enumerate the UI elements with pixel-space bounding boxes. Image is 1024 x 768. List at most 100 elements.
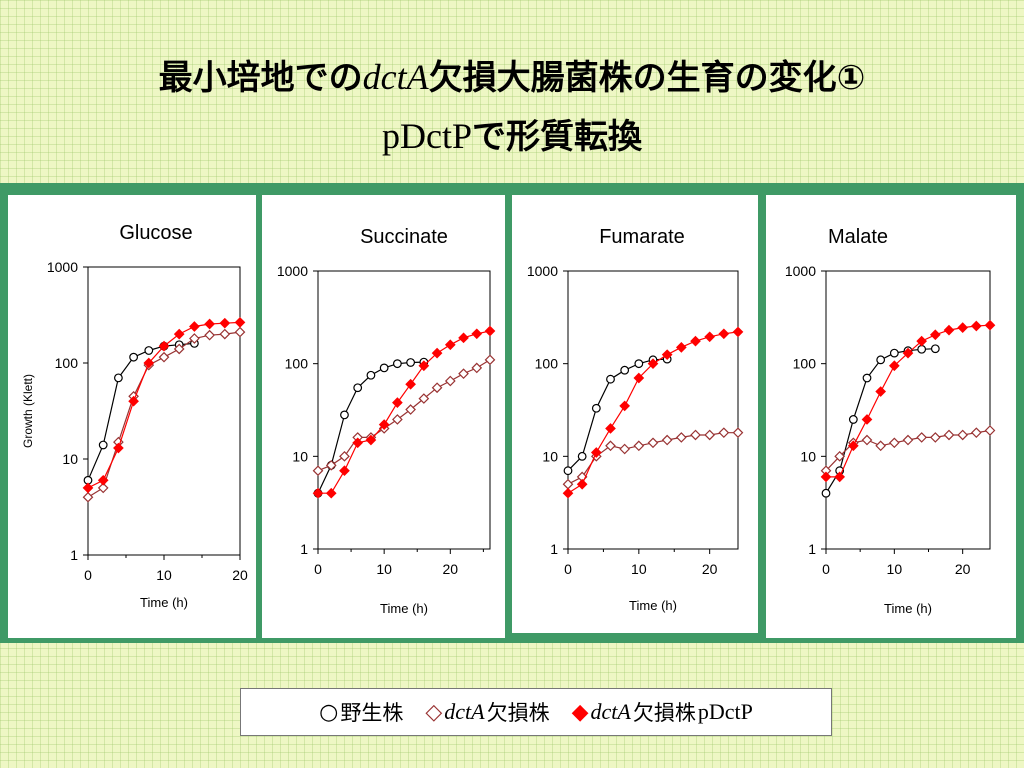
chart-title: Succinate	[360, 226, 448, 248]
data-point-mut	[675, 432, 687, 443]
data-point-mut	[173, 343, 185, 355]
y-axis-label: Growth (Klett)	[21, 374, 35, 448]
legend-item-complemented: ◆ dctA 欠損株 pDctP	[572, 697, 753, 727]
chart-fumarate: Fumarate 1 10 100 1000 0 10 20 Time (h)	[527, 226, 744, 613]
data-point-mut	[619, 443, 631, 455]
chart-panel-succinate: Succinate 1 10 100 1000 0 10 20 Time (h)	[262, 195, 505, 638]
data-point-mut	[484, 354, 496, 366]
data-point-mut	[690, 429, 701, 441]
data-point-comp	[732, 326, 744, 338]
data-point-mut	[458, 368, 469, 380]
chart-title: Glucose	[119, 222, 192, 244]
data-point-comp	[189, 321, 200, 332]
data-point-comp	[392, 397, 403, 408]
open-diamond-icon: ◇	[425, 699, 443, 725]
data-point-wt	[563, 466, 573, 476]
plot-area	[825, 270, 991, 550]
data-point-comp	[633, 372, 645, 384]
y-tick-label: 100	[535, 356, 559, 372]
data-point-comp	[875, 386, 887, 397]
title-text-3: で形質転換	[472, 117, 642, 157]
x-axis-label: Time (h)	[380, 601, 428, 616]
x-tick-label: 20	[232, 567, 248, 583]
data-point-comp	[234, 317, 246, 328]
data-point-comp	[970, 320, 982, 332]
y-tick-label: 1000	[277, 263, 308, 279]
open-circle-icon: ○	[319, 699, 339, 725]
data-point-wt	[620, 365, 630, 375]
data-point-mut	[312, 465, 324, 477]
data-point-comp	[590, 447, 602, 458]
legend-label-wild-type: 野生株	[340, 701, 404, 725]
x-tick-label: 10	[631, 561, 647, 577]
data-point-comp	[718, 328, 730, 340]
y-tick-label: 1000	[47, 259, 78, 275]
data-point-mut	[633, 440, 645, 452]
data-point-comp	[888, 360, 900, 372]
data-point-mut	[970, 427, 982, 439]
data-point-comp	[484, 325, 496, 337]
data-point-wt	[591, 403, 601, 413]
data-point-comp	[834, 471, 846, 483]
x-tick-label: 10	[887, 561, 903, 577]
data-point-comp	[97, 474, 109, 486]
data-point-mut	[392, 414, 403, 425]
data-point-comp	[219, 317, 231, 329]
y-tick-label: 10	[542, 448, 558, 464]
data-point-comp	[312, 487, 324, 499]
y-tick-label: 100	[55, 355, 79, 371]
legend-plasmid-complemented: pDctP	[697, 699, 753, 724]
x-tick-label: 10	[376, 561, 392, 577]
data-point-mut	[861, 434, 873, 446]
data-point-comp	[128, 395, 139, 407]
title-gene-name: dctA	[362, 57, 429, 97]
data-point-wt	[606, 374, 615, 384]
y-tick-label: 10	[62, 451, 78, 467]
data-point-comp	[902, 347, 914, 359]
chart-panel-glucose: Glucose 1 10 100 1000 0 10 20 Time (h) Growth (Kl…	[8, 195, 256, 638]
data-point-mut	[875, 440, 887, 452]
title-plasmid-name: pDctP	[382, 116, 472, 156]
data-point-comp	[847, 440, 859, 452]
x-tick-label: 20	[702, 561, 718, 577]
data-point-wt	[930, 344, 940, 354]
chart-title: Malate	[828, 226, 888, 248]
data-point-comp	[444, 339, 456, 351]
x-tick-label: 0	[84, 567, 92, 583]
legend-item-mutant: ◇ dctA 欠損株	[425, 697, 549, 727]
data-point-mut	[718, 427, 730, 439]
data-point-comp	[576, 478, 588, 490]
data-point-mut	[984, 425, 996, 436]
data-point-wt	[848, 415, 858, 424]
x-tick-label: 20	[443, 561, 459, 577]
title-text-1: 最小培地での	[158, 58, 363, 98]
data-point-comp	[619, 400, 631, 412]
data-point-wt	[577, 451, 587, 461]
data-point-comp	[158, 340, 170, 352]
data-point-wt	[862, 373, 872, 383]
x-tick-label: 20	[955, 561, 971, 577]
data-point-mut	[158, 351, 170, 363]
data-point-comp	[352, 437, 364, 449]
data-point-mut	[902, 434, 914, 446]
plot-area	[317, 270, 491, 550]
data-point-wt	[98, 440, 108, 450]
plot-area	[567, 270, 739, 550]
data-point-comp	[929, 329, 941, 341]
data-point-comp	[562, 487, 574, 499]
data-point-wt	[340, 410, 349, 420]
data-point-mut	[418, 393, 430, 404]
y-tick-label: 100	[793, 356, 817, 372]
data-point-mut	[929, 432, 941, 443]
data-point-mut	[339, 450, 350, 462]
data-point-mut	[97, 482, 109, 494]
data-point-mut	[605, 440, 616, 452]
data-point-comp	[173, 328, 185, 340]
data-point-mut	[888, 437, 900, 449]
data-point-mut	[704, 429, 716, 441]
data-point-mut	[219, 328, 231, 340]
x-tick-label: 0	[822, 561, 830, 577]
legend-item-wild-type: ○ 野生株	[319, 697, 403, 727]
x-axis-label: Time (h)	[140, 595, 188, 610]
data-point-comp	[325, 487, 337, 499]
